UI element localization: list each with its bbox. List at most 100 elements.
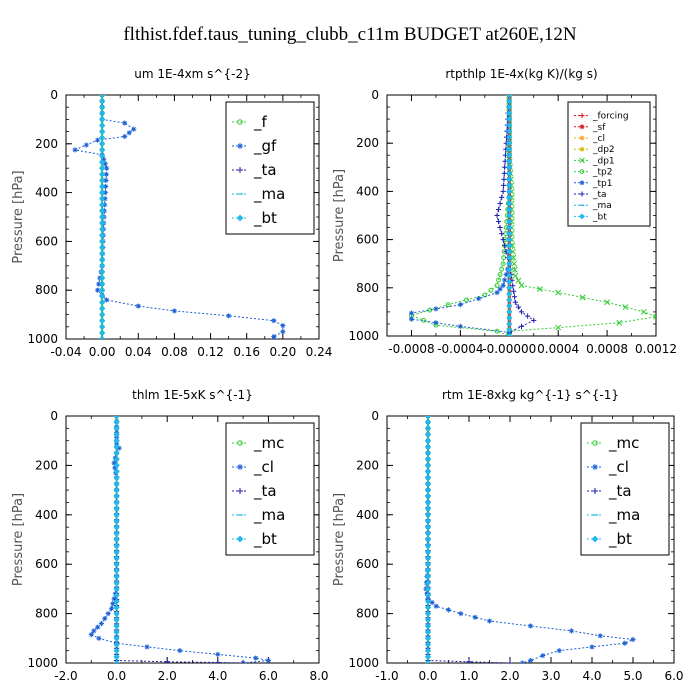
data-point: [540, 652, 546, 659]
data-point: [511, 260, 518, 267]
data-point: [512, 272, 519, 279]
data-point: [113, 416, 120, 420]
data-point: [424, 499, 432, 506]
data-point: [88, 631, 94, 638]
x-tick-label: 3.0: [541, 669, 560, 683]
y-tick-label: 200: [356, 458, 379, 472]
data-point: [113, 474, 120, 481]
data-point: [122, 133, 128, 140]
legend-marker: [237, 464, 243, 470]
data-point: [99, 232, 106, 239]
data-point: [280, 329, 286, 335]
data-point: [506, 218, 513, 225]
data-point: [99, 226, 106, 233]
data-point: [501, 170, 507, 176]
legend-marker: [579, 124, 585, 130]
legend-label: _cl: [592, 134, 605, 144]
data-point: [99, 287, 106, 294]
data-point: [99, 146, 106, 153]
y-axis-label: Pressure [hPa]: [332, 493, 347, 586]
y-tick-label: 200: [35, 137, 58, 151]
data-point: [83, 142, 89, 148]
data-point: [113, 641, 120, 648]
legend-label: _dp1: [592, 156, 615, 166]
data-point: [495, 218, 502, 225]
data-point: [424, 653, 432, 660]
data-point: [408, 316, 415, 322]
data-point: [99, 201, 106, 208]
data-point: [472, 614, 478, 620]
data-point: [99, 244, 106, 251]
data-point: [424, 493, 432, 500]
y-axis-label: Pressure [hPa]: [11, 493, 26, 586]
data-point: [424, 579, 432, 586]
series-bt: [506, 95, 513, 336]
legend-marker: [592, 464, 598, 470]
series-bt: [99, 95, 106, 339]
data-point: [424, 517, 432, 524]
data-point: [112, 465, 118, 471]
data-point: [95, 137, 101, 143]
legend-label: _ma: [253, 185, 285, 204]
data-point: [506, 332, 513, 336]
data-point: [424, 450, 432, 457]
data-point: [99, 207, 106, 214]
data-point: [98, 620, 105, 627]
data-point: [506, 320, 513, 327]
data-point: [424, 443, 432, 450]
data-point: [499, 230, 505, 237]
data-point: [113, 462, 120, 469]
data-point: [113, 653, 120, 660]
data-point: [99, 256, 106, 263]
data-point: [99, 220, 106, 227]
data-point: [424, 659, 432, 663]
data-point: [556, 648, 562, 654]
data-point: [597, 633, 603, 639]
data-point: [111, 460, 117, 466]
data-point: [113, 629, 120, 636]
x-tick-label: 0.24: [306, 345, 333, 359]
data-point: [458, 611, 464, 617]
legend-marker: [579, 146, 585, 152]
legend-marker: [237, 440, 243, 446]
x-tick-label: 0.0008: [586, 342, 628, 356]
data-point: [506, 272, 513, 279]
data-point: [103, 171, 109, 177]
data-point: [424, 610, 432, 617]
data-point: [630, 636, 636, 643]
data-point: [445, 302, 451, 308]
data-point: [424, 629, 432, 636]
data-point: [99, 268, 106, 275]
data-point: [424, 487, 432, 494]
data-point: [113, 536, 120, 543]
data-point: [429, 599, 435, 606]
data-point: [499, 266, 505, 272]
legend-marker: [579, 180, 585, 186]
data-point: [113, 542, 120, 549]
legend-label: _bt: [253, 530, 277, 549]
y-tick-label: 0: [371, 88, 379, 102]
data-point: [506, 152, 513, 159]
data-point: [506, 314, 513, 321]
data-point: [102, 615, 108, 622]
data-point: [99, 95, 106, 99]
data-point: [506, 116, 513, 123]
series-group: [72, 95, 286, 339]
y-axis-label: Pressure [hPa]: [332, 169, 347, 262]
data-point: [579, 294, 586, 301]
panel-title: thlm 1E-5xK s^{-1}: [132, 388, 253, 402]
data-point: [497, 200, 503, 207]
legend-marker: [236, 535, 244, 543]
series-line: [427, 416, 511, 663]
y-axis-label: Pressure [hPa]: [11, 170, 26, 263]
data-point: [424, 536, 432, 543]
legend-label: _ta: [253, 482, 277, 501]
data-point: [99, 177, 106, 184]
legend-marker: [591, 535, 599, 543]
data-point: [424, 622, 432, 629]
x-tick-label: 0.0012: [635, 342, 677, 356]
x-tick-label: 0.16: [233, 345, 260, 359]
series-group: [423, 416, 636, 663]
data-point: [506, 266, 513, 273]
data-point: [424, 431, 432, 438]
